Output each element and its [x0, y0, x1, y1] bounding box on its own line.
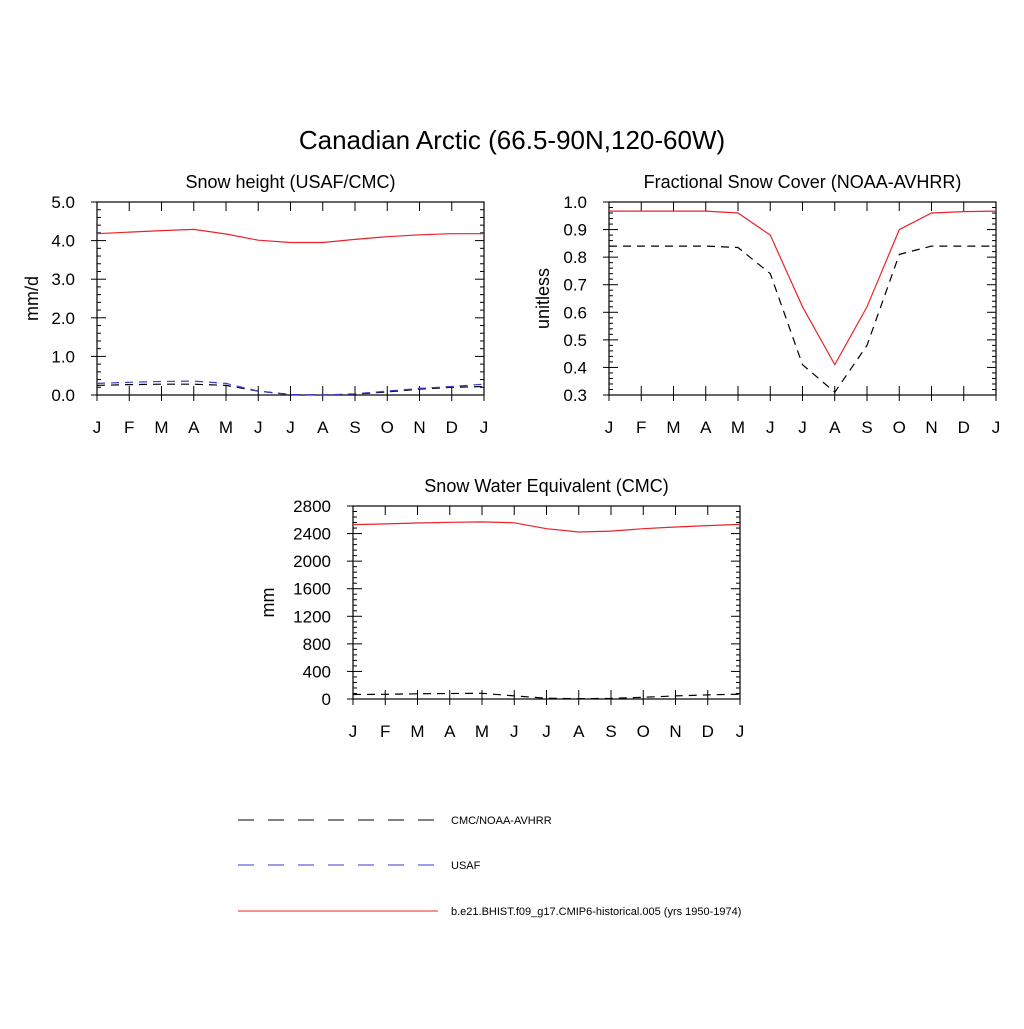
x-tick-label: M [731, 418, 745, 437]
panel-1: Snow height (USAF/CMC)J F M A M J J A S O N D J0.01.… [22, 172, 488, 437]
x-tick-label: S [349, 418, 360, 437]
y-tick-label: 1200 [293, 607, 331, 626]
y-tick-label: 2800 [293, 497, 331, 516]
y-tick-label: 0 [322, 690, 331, 709]
x-tick-label: D [958, 418, 970, 437]
series-line-0 [609, 210, 997, 366]
plot-frame [352, 505, 741, 700]
x-tick-label: J [254, 418, 263, 437]
x-tick-label: F [636, 418, 646, 437]
series-line-2 [96, 380, 485, 396]
x-tick-label: J [349, 722, 358, 741]
y-tick-label: 1.0 [563, 193, 587, 212]
x-tick-label: M [475, 722, 489, 741]
x-tick-label: D [446, 418, 458, 437]
x-tick-label: S [605, 722, 616, 741]
panel-2: Fractional Snow Cover (NOAA-AVHRR)J F M A M J… [533, 172, 1000, 437]
x-tick-label: M [219, 418, 233, 437]
y-tick-label: 0.7 [563, 276, 587, 295]
x-tick-label: O [637, 722, 650, 741]
x-tick-label: M [410, 722, 424, 741]
legend-label: USAF [451, 860, 481, 872]
plot-frame [608, 201, 997, 396]
x-tick-label: J [510, 722, 519, 741]
x-tick-label: J [605, 418, 614, 437]
legend-label: b.e21.BHIST.f09_g17.CMIP6-historical.005… [451, 906, 741, 918]
y-tick-label: 0.0 [51, 386, 75, 405]
x-tick-label: S [861, 418, 872, 437]
x-tick-label: J [542, 722, 551, 741]
x-tick-label: F [124, 418, 134, 437]
panel-title: Fractional Snow Cover (NOAA-AVHRR) [644, 172, 962, 192]
series-line-0 [96, 228, 484, 244]
legend-item: CMC/NOAA-AVHRR [238, 815, 552, 827]
y-tick-label: 1600 [293, 580, 331, 599]
x-tick-label: J [736, 722, 745, 741]
panel-3: Snow Water Equivalent (CMC)J F M A M J J A S O N D J… [258, 476, 744, 741]
x-tick-label: D [702, 722, 714, 741]
y-tick-label: 0.6 [563, 303, 587, 322]
main-title: Canadian Arctic (66.5-90N,120-60W) [299, 125, 725, 155]
x-tick-label: M [154, 418, 168, 437]
panel-title: Snow height (USAF/CMC) [185, 172, 395, 192]
series-line-1 [96, 383, 485, 396]
x-tick-label: F [380, 722, 390, 741]
x-tick-label: N [925, 418, 937, 437]
y-tick-label: 0.9 [563, 221, 587, 240]
x-tick-label: A [829, 418, 841, 437]
y-tick-label: 1.0 [51, 347, 75, 366]
legend: CMC/NOAA-AVHRR USAF b.e21.BHIST.f09_g17.CM… [238, 815, 741, 918]
y-axis-label: unitless [533, 268, 553, 329]
x-tick-label: M [666, 418, 680, 437]
y-tick-label: 2400 [293, 525, 331, 544]
legend-item: USAF [238, 860, 481, 872]
x-tick-label: J [766, 418, 775, 437]
panels: Snow height (USAF/CMC)J F M A M J J A S O N D J0.01.… [22, 172, 1000, 741]
x-tick-label: A [573, 722, 585, 741]
y-tick-label: 0.3 [563, 386, 587, 405]
y-axis-label: mm [258, 588, 278, 618]
legend-label: CMC/NOAA-AVHRR [451, 815, 552, 827]
x-tick-label: J [480, 418, 489, 437]
series-line-0 [352, 521, 741, 533]
x-tick-label: J [992, 418, 1001, 437]
legend-item: b.e21.BHIST.f09_g17.CMIP6-historical.005… [238, 906, 741, 918]
x-tick-label: J [798, 418, 807, 437]
x-tick-label: A [444, 722, 456, 741]
panel-title: Snow Water Equivalent (CMC) [424, 476, 668, 496]
y-tick-label: 0.8 [563, 248, 587, 267]
y-tick-label: 400 [303, 662, 331, 681]
x-tick-label: O [381, 418, 394, 437]
x-tick-label: N [669, 722, 681, 741]
x-tick-label: J [93, 418, 102, 437]
y-tick-label: 0.4 [563, 358, 587, 377]
x-tick-label: A [188, 418, 200, 437]
y-tick-label: 4.0 [51, 232, 75, 251]
x-tick-label: N [413, 418, 425, 437]
series-line-1 [609, 245, 996, 394]
x-tick-label: O [893, 418, 906, 437]
x-tick-label: A [317, 418, 329, 437]
y-tick-label: 0.5 [563, 331, 587, 350]
y-tick-label: 3.0 [51, 270, 75, 289]
y-tick-label: 2.0 [51, 309, 75, 328]
x-tick-label: J [286, 418, 295, 437]
y-tick-label: 5.0 [51, 193, 75, 212]
series-line-1 [352, 692, 741, 700]
y-tick-label: 2000 [293, 552, 331, 571]
y-axis-label: mm/d [22, 276, 42, 321]
x-tick-label: A [700, 418, 712, 437]
y-tick-label: 800 [303, 635, 331, 654]
